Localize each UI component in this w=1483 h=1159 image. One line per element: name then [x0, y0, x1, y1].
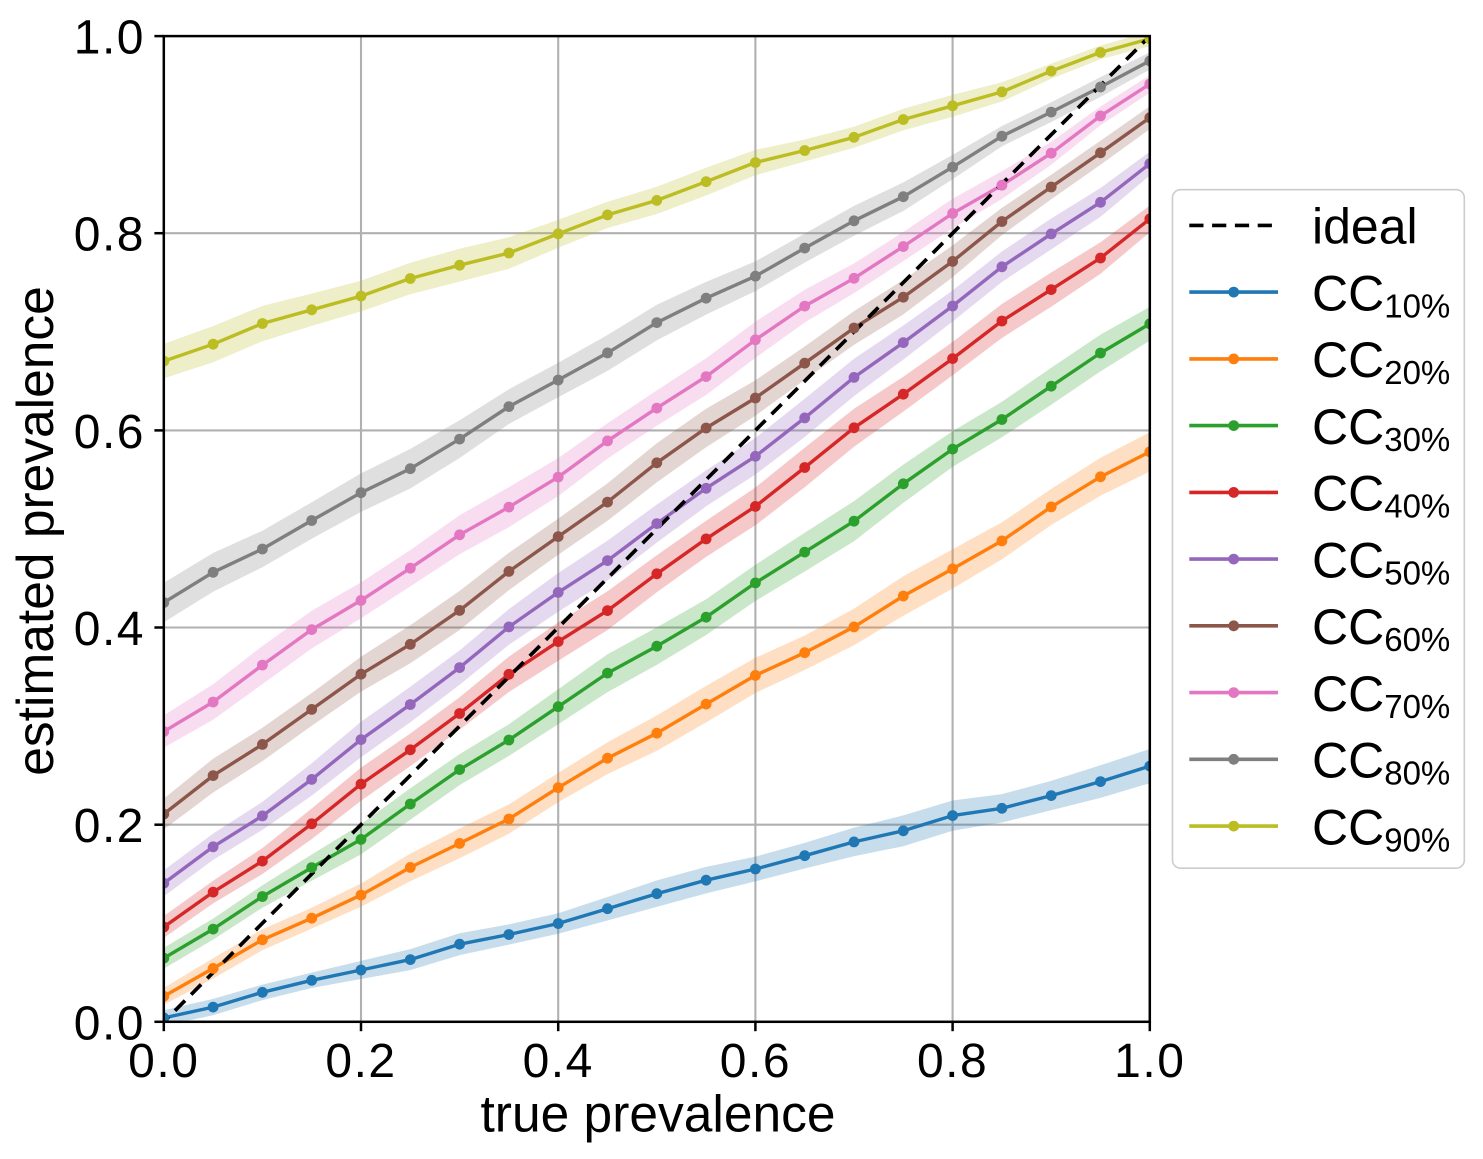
- svg-text:0.2: 0.2: [74, 800, 145, 853]
- svg-text:0.6: 0.6: [74, 406, 145, 459]
- svg-text:0.6: 0.6: [720, 1035, 791, 1088]
- svg-text:0.2: 0.2: [325, 1035, 396, 1088]
- svg-text:1.0: 1.0: [74, 12, 145, 65]
- svg-text:0.0: 0.0: [74, 997, 145, 1050]
- svg-text:estimated prevalence: estimated prevalence: [6, 286, 64, 776]
- svg-text:1.0: 1.0: [1114, 1035, 1185, 1088]
- svg-text:0.8: 0.8: [917, 1035, 988, 1088]
- svg-text:CC40%: CC40%: [1312, 466, 1450, 525]
- svg-text:CC20%: CC20%: [1312, 332, 1450, 391]
- svg-text:ideal: ideal: [1312, 199, 1418, 255]
- svg-text:true prevalence: true prevalence: [481, 1085, 836, 1143]
- svg-text:0.0: 0.0: [128, 1035, 199, 1088]
- svg-text:0.8: 0.8: [74, 209, 145, 262]
- svg-text:0.4: 0.4: [74, 603, 145, 656]
- svg-text:0.4: 0.4: [523, 1035, 594, 1088]
- svg-text:CC30%: CC30%: [1312, 399, 1450, 458]
- svg-text:CC80%: CC80%: [1312, 733, 1450, 792]
